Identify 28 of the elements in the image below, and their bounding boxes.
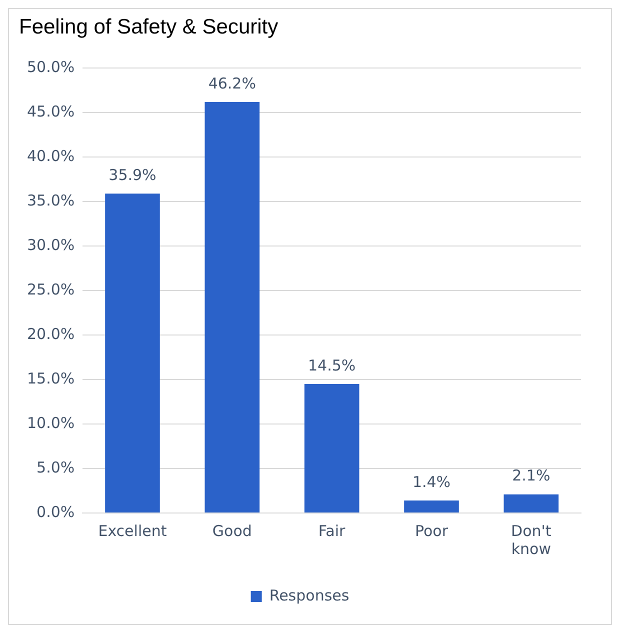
x-tick-label: Excellent (98, 522, 167, 540)
y-tick-label: 0.0% (36, 502, 75, 521)
chart-title: Feeling of Safety & Security (19, 15, 279, 38)
x-tick-label: Poor (414, 522, 449, 540)
y-tick-label: 35.0% (26, 192, 75, 210)
data-label: 1.4% (412, 472, 451, 491)
bar (504, 494, 559, 512)
y-tick-label: 50.0% (26, 58, 75, 76)
y-tick-label: 5.0% (36, 458, 75, 476)
x-tick-label: Good (212, 522, 252, 540)
x-tick-label: Don't know (511, 522, 552, 558)
data-label: 46.2% (208, 74, 256, 92)
y-tick-label: 15.0% (26, 369, 75, 388)
bar (105, 194, 160, 512)
bar (304, 384, 360, 512)
y-tick-label: 25.0% (26, 280, 75, 298)
y-tick-label: 40.0% (26, 147, 75, 166)
data-label: 35.9% (108, 166, 156, 184)
y-tick-label: 20.0% (26, 324, 75, 343)
x-tick-label: Fair (318, 522, 346, 540)
bar (204, 102, 260, 512)
bar (404, 500, 459, 512)
data-label: 14.5% (308, 356, 356, 374)
y-tick-label: 45.0% (26, 102, 75, 121)
legend-label: Responses (269, 586, 350, 604)
y-tick-label: 30.0% (26, 236, 75, 254)
y-tick-label: 10.0% (26, 414, 75, 432)
data-label: 2.1% (512, 466, 550, 485)
